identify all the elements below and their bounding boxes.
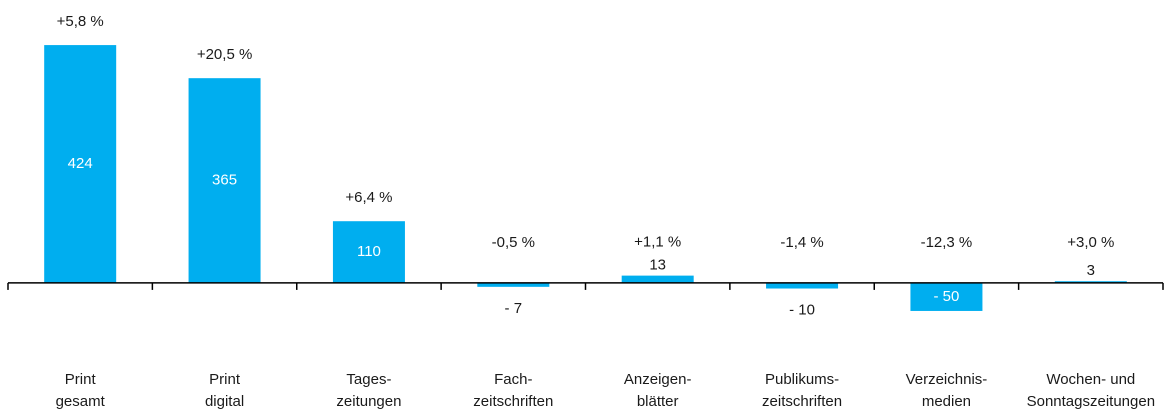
x-tick-label-line: Anzeigen- (624, 371, 692, 388)
value-label: - 10 (789, 301, 815, 318)
value-label: - 7 (505, 300, 523, 317)
annotation: -1,4 % (780, 234, 823, 251)
bar (332, 221, 405, 283)
value-label: 13 (649, 257, 666, 274)
x-tick-label-line: Print (65, 371, 97, 388)
x-tick-label: Fach-zeitschriften (473, 371, 553, 410)
x-tick-label-line: digital (205, 393, 244, 410)
x-tick-label-line: Sonntagszeitungen (1027, 393, 1155, 410)
x-tick-label-line: zeitungen (336, 393, 401, 410)
annotation: -0,5 % (492, 234, 535, 251)
value-label: 110 (357, 243, 381, 260)
x-tick-label-line: blätter (637, 393, 679, 410)
x-tick-label-line: Wochen- und (1046, 371, 1135, 388)
x-tick-label-line: Tages- (346, 371, 391, 388)
bar (766, 282, 839, 289)
x-tick-label: Print digital (205, 371, 244, 410)
annotation: +6,4 % (345, 189, 392, 206)
annotation: +3,0 % (1067, 234, 1114, 251)
x-tick-label-line: gesamt (56, 393, 106, 410)
value-label: 365 (212, 172, 237, 189)
x-tick-label: Print gesamt (56, 371, 106, 410)
x-tick-label-line: zeitschriften (473, 393, 553, 410)
annotation: -12,3 % (921, 234, 973, 251)
x-tick-label-line: medien (922, 393, 971, 410)
bar (188, 78, 261, 283)
x-tick-label: Anzeigen-blätter (624, 371, 692, 410)
x-tick-label: Wochen- und Sonntagszeitungen (1027, 371, 1155, 410)
bar (1054, 281, 1127, 283)
value-label: 424 (68, 155, 93, 172)
x-tick-label-line: Verzeichnis- (906, 371, 988, 388)
bar (44, 45, 117, 283)
bar (910, 282, 983, 311)
bar (477, 282, 550, 287)
x-tick-label: Tages-zeitungen (336, 371, 401, 410)
bar (621, 275, 694, 283)
x-tick-label-line: Fach- (494, 371, 532, 388)
value-label: 3 (1087, 262, 1095, 279)
annotation: +1,1 % (634, 234, 681, 251)
x-tick-label-line: zeitschriften (762, 393, 842, 410)
x-tick-label-line: Print (209, 371, 241, 388)
x-tick-label: Publikums-zeitschriften (762, 371, 842, 410)
x-tick-label: Verzeichnis-medien (906, 371, 988, 410)
value-label: - 50 (934, 288, 960, 305)
x-tick-label-line: Publikums- (765, 371, 839, 388)
annotation: +5,8 % (57, 13, 104, 30)
annotation: +20,5 % (197, 46, 252, 63)
